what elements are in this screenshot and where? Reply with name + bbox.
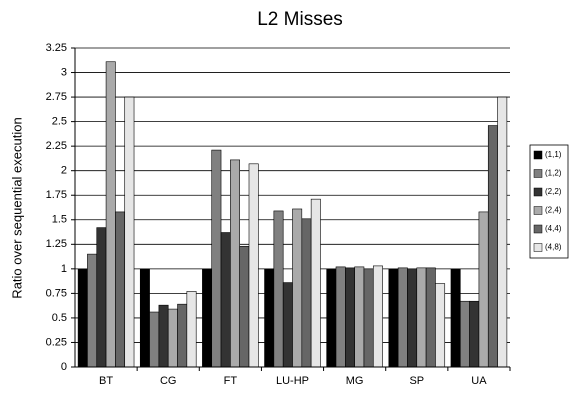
bar [292, 208, 303, 368]
bar [397, 267, 408, 368]
bar [149, 311, 160, 368]
bar [139, 268, 150, 368]
legend-swatch [533, 187, 543, 197]
bar [264, 268, 275, 368]
y-tick-label: 1 [61, 263, 67, 275]
bar [211, 149, 222, 368]
legend-swatch [533, 243, 543, 252]
bar [450, 268, 461, 368]
bar [77, 268, 88, 368]
bar [435, 283, 446, 368]
bar [354, 266, 365, 368]
legend-label: (4,8) [545, 243, 562, 252]
bar [282, 282, 293, 368]
y-tick-label: 0.25 [46, 336, 67, 348]
x-tick-label: FT [224, 375, 238, 387]
bar [87, 253, 98, 368]
bar [345, 267, 355, 368]
x-tick-label: CG [160, 375, 177, 387]
bar [459, 300, 470, 368]
bar [363, 268, 374, 368]
legend-swatch [533, 224, 543, 234]
bar [335, 266, 346, 368]
bar [202, 268, 213, 368]
bar [248, 163, 259, 368]
legend-label: (1,2) [545, 169, 562, 178]
legend-swatch [533, 150, 543, 160]
y-tick-label: 0.5 [52, 312, 67, 324]
y-tick-label: 0.75 [46, 287, 67, 299]
y-tick-label: 1.25 [46, 238, 67, 250]
x-tick-label: BT [99, 375, 113, 387]
bar [167, 308, 178, 368]
bar [177, 303, 188, 368]
bar [407, 268, 418, 368]
legend-label: (4,4) [545, 224, 562, 233]
bar [388, 268, 399, 368]
bar [96, 227, 107, 368]
y-axis-label: Ratio over sequential execution [9, 117, 24, 298]
y-tick-label: 3.25 [46, 42, 67, 54]
x-tick-label: MG [346, 375, 364, 387]
bar [115, 211, 126, 368]
x-tick-label: UA [471, 375, 487, 387]
bar [372, 265, 383, 368]
legend-swatch [533, 169, 543, 178]
y-tick-label: 0 [61, 361, 67, 373]
y-tick-label: 2.25 [46, 140, 67, 152]
y-tick-label: 3 [61, 66, 67, 78]
y-tick-label: 2 [61, 165, 67, 177]
bar [497, 96, 508, 368]
y-tick-label: 1.5 [52, 214, 67, 226]
legend-label: (1,1) [545, 150, 562, 159]
bar [230, 159, 240, 368]
x-tick-label: SP [409, 375, 424, 387]
legend-swatch [533, 206, 543, 215]
bar [220, 232, 231, 368]
bar [186, 291, 197, 368]
y-tick-label: 2.5 [52, 116, 67, 128]
legend-label: (2,2) [545, 187, 562, 196]
x-tick-label: LU-HP [276, 375, 309, 387]
y-tick-label: 2.75 [46, 91, 67, 103]
bar [310, 198, 321, 368]
bar [158, 304, 169, 368]
bar [273, 210, 284, 368]
bar [478, 211, 489, 368]
legend-box [529, 144, 569, 259]
bar [301, 218, 312, 368]
bar [326, 268, 337, 368]
bar [105, 61, 116, 368]
y-tick-label: 1.75 [46, 189, 67, 201]
legend-label: (2,4) [545, 206, 562, 215]
bar [487, 125, 498, 368]
bar [124, 96, 135, 368]
bar [469, 300, 480, 368]
bar [239, 245, 250, 368]
bar [416, 267, 427, 368]
bar [425, 267, 436, 368]
chart-title: L2 Misses [257, 9, 343, 30]
